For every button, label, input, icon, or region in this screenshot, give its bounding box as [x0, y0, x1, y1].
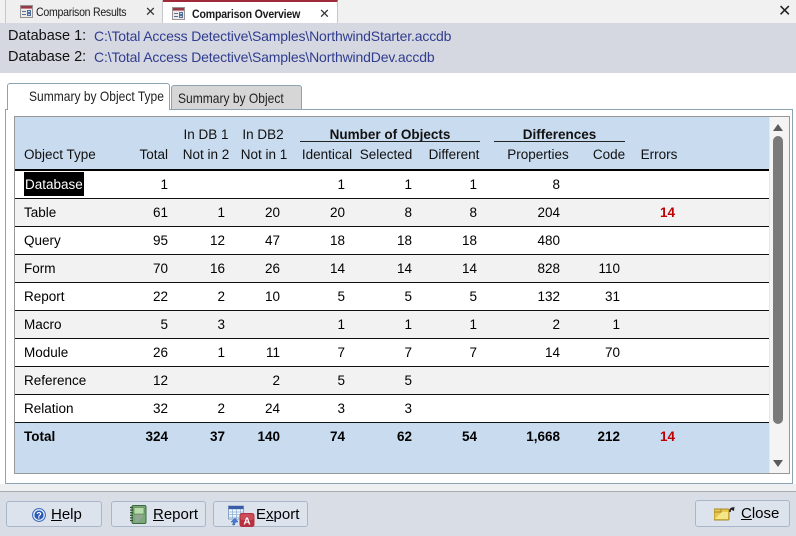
svg-text:A: A: [243, 517, 250, 528]
svg-text:?: ?: [36, 510, 42, 520]
